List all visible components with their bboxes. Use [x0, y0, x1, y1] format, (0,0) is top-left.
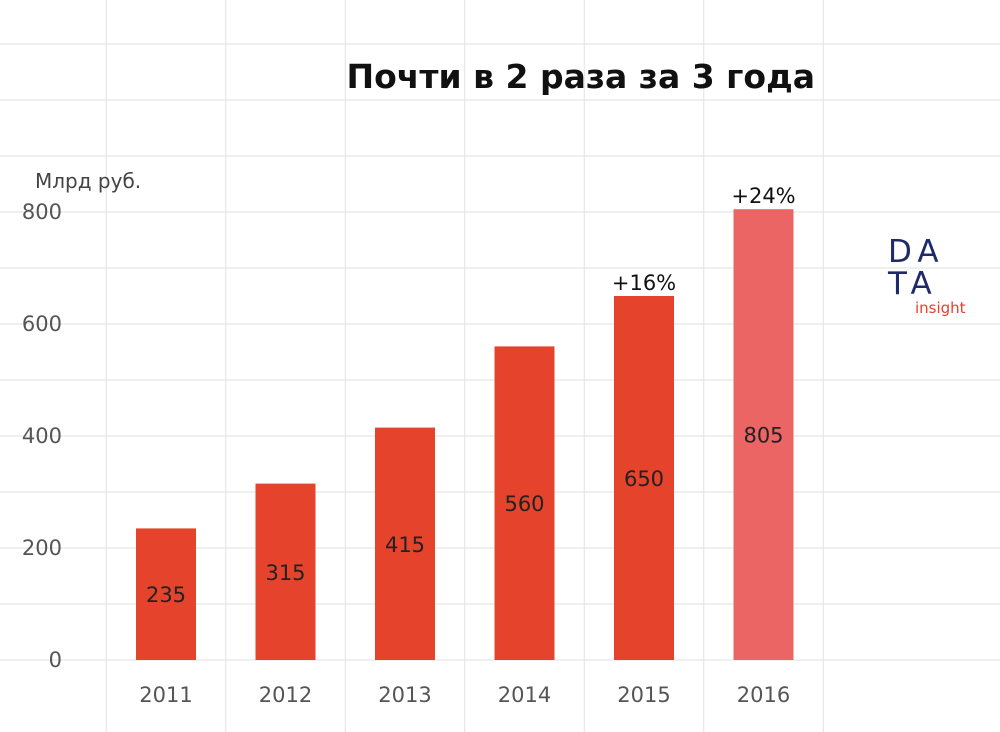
bar-2015: [614, 296, 674, 660]
x-tick-label: 2015: [617, 683, 670, 707]
bar-2012: [255, 483, 316, 660]
y-tick-label: 0: [49, 648, 62, 672]
data-label: 235: [146, 583, 186, 607]
growth-annotation: +16%: [612, 271, 676, 295]
data-label: 415: [385, 533, 425, 557]
bar-2013: [375, 427, 435, 660]
y-tick-label: 600: [22, 312, 62, 336]
data-label: 560: [504, 492, 544, 516]
logo-subtitle: insight: [915, 299, 966, 317]
logo-line-2: TA: [887, 266, 938, 302]
bars: [136, 209, 794, 660]
data-label: 650: [624, 467, 664, 491]
chart-title: Почти в 2 раза за 3 года: [346, 57, 815, 96]
x-tick-label: 2011: [139, 683, 192, 707]
x-tick-label: 2013: [378, 683, 431, 707]
x-tick-label: 2016: [737, 683, 790, 707]
logo-line-1: DA: [888, 234, 945, 270]
bar-2011: [136, 528, 196, 660]
data-label: 315: [265, 561, 305, 585]
y-axis-label: Млрд руб.: [35, 169, 141, 193]
data-insight-logo: DA TA insight: [887, 234, 966, 317]
x-tick-label: 2012: [259, 683, 312, 707]
y-tick-label: 200: [22, 536, 62, 560]
x-tick-label: 2014: [498, 683, 551, 707]
y-tick-label: 400: [22, 424, 62, 448]
bar-2016: [733, 209, 794, 660]
data-label: 805: [743, 424, 783, 448]
chart-labels: 0 200 400 600 800 235 2011 315 2012 415 2013 560 201…: [22, 184, 796, 707]
growth-annotation: +24%: [731, 184, 795, 208]
y-tick-label: 800: [22, 200, 62, 224]
bar-2014: [494, 346, 555, 660]
